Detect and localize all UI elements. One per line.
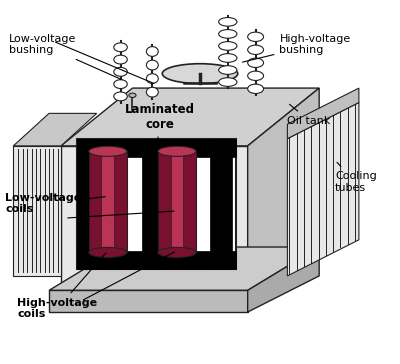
Ellipse shape <box>114 67 127 76</box>
Polygon shape <box>13 113 97 146</box>
Ellipse shape <box>248 32 264 41</box>
Bar <box>89 151 127 253</box>
Bar <box>210 139 232 269</box>
Ellipse shape <box>248 71 264 80</box>
Polygon shape <box>61 146 248 290</box>
Text: Laminated
core: Laminated core <box>125 103 195 150</box>
Ellipse shape <box>114 92 127 101</box>
Ellipse shape <box>114 55 127 64</box>
Polygon shape <box>13 146 61 276</box>
Bar <box>158 151 196 253</box>
Ellipse shape <box>219 29 237 38</box>
Ellipse shape <box>114 80 127 88</box>
Ellipse shape <box>114 43 127 52</box>
Ellipse shape <box>219 41 237 50</box>
Ellipse shape <box>158 146 196 157</box>
Text: Low-voltage
coils: Low-voltage coils <box>5 193 105 214</box>
Polygon shape <box>248 247 319 312</box>
Polygon shape <box>287 88 359 139</box>
Bar <box>77 139 236 157</box>
Ellipse shape <box>89 248 127 257</box>
Ellipse shape <box>146 47 158 56</box>
Text: Oil tank: Oil tank <box>287 104 331 126</box>
Polygon shape <box>49 290 248 312</box>
Ellipse shape <box>129 93 136 98</box>
Bar <box>77 139 99 269</box>
Polygon shape <box>61 88 319 146</box>
Polygon shape <box>287 103 359 276</box>
Text: Cooling
tubes: Cooling tubes <box>335 162 377 193</box>
Bar <box>77 139 236 269</box>
Bar <box>171 151 183 253</box>
Polygon shape <box>248 88 319 290</box>
Ellipse shape <box>219 66 237 74</box>
Ellipse shape <box>146 87 158 97</box>
Ellipse shape <box>146 74 158 83</box>
Bar <box>142 139 164 269</box>
Bar <box>77 251 236 269</box>
Ellipse shape <box>248 58 264 67</box>
Text: High-voltage
bushing: High-voltage bushing <box>242 34 351 62</box>
Ellipse shape <box>219 78 237 86</box>
Ellipse shape <box>158 248 196 257</box>
Ellipse shape <box>89 146 127 157</box>
Ellipse shape <box>248 45 264 55</box>
Ellipse shape <box>146 60 158 70</box>
Polygon shape <box>49 247 319 290</box>
Bar <box>102 151 114 253</box>
Ellipse shape <box>248 84 264 94</box>
Ellipse shape <box>162 64 238 84</box>
Ellipse shape <box>219 17 237 26</box>
Ellipse shape <box>219 54 237 62</box>
Text: High-voltage
coils: High-voltage coils <box>17 253 106 319</box>
Text: Low-voltage
bushing: Low-voltage bushing <box>9 34 122 80</box>
